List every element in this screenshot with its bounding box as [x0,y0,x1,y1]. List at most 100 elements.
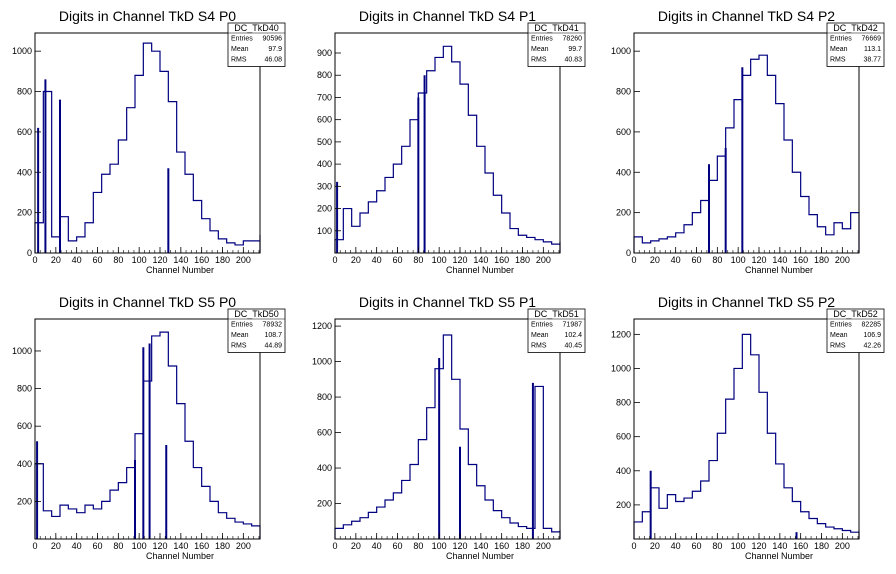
x-tick-label: 80 [113,255,123,265]
stats-box: DC_TkD42 Entries 76669 Mean 113.1 RMS 38.77 [826,22,885,67]
y-tick-label: 800 [616,398,631,408]
y-tick-label: 1000 [611,46,631,56]
stats-box-frame [227,308,286,353]
stats-value-entries: 82285 [862,322,882,329]
x-tick-label: 160 [494,541,509,551]
y-tick-label: 800 [317,70,332,80]
y-tick-label: 200 [616,500,631,510]
stats-label-rms: RMS [231,343,247,350]
stats-value-entries: 76669 [862,36,882,43]
stats-value-entries: 90596 [263,36,283,43]
x-tick-label: 20 [51,541,61,551]
histogram-panel-2: Digits in Channel TkD S4 P2 0 20 40 60 80 100 1… [611,8,885,275]
stats-name: DC_TkD42 [833,23,878,33]
x-tick-label: 80 [712,255,722,265]
x-tick-label: 140 [173,255,188,265]
y-tick-label: 400 [17,459,32,469]
stats-label-rms: RMS [830,57,846,64]
stats-box: DC_TkD50 Entries 78932 Mean 108.7 RMS 44.89 [227,308,286,353]
stats-label-mean: Mean [830,46,848,53]
y-tick-label: 600 [616,432,631,442]
stats-box-frame [527,22,586,67]
stats-value-rms: 38.77 [863,57,881,64]
x-axis-label: Channel Number [146,265,214,275]
x-tick-label: 180 [215,541,230,551]
stats-value-mean: 102.4 [564,332,582,339]
histogram-series-line [34,331,261,539]
x-tick-label: 120 [751,255,766,265]
y-tick-label: 500 [317,137,332,147]
stats-name: DC_TkD51 [534,309,579,319]
y-tick-label: 800 [616,87,631,97]
histogram-series-line [633,333,860,539]
x-tick-label: 140 [772,255,787,265]
x-tick-label: 200 [536,255,551,265]
x-tick-label: 100 [132,255,147,265]
stats-box-frame [227,22,286,67]
stats-value-rms: 42.26 [863,343,881,350]
x-tick-label: 120 [152,541,167,551]
stats-box: DC_TkD41 Entries 78260 Mean 99.7 RMS 40.83 [527,22,586,67]
x-tick-label: 60 [92,541,102,551]
stats-name: DC_TkD40 [234,23,279,33]
x-tick-label: 80 [413,255,423,265]
y-tick-label: 200 [17,496,32,506]
y-tick-label: 0 [27,248,32,258]
histogram-series-line [633,54,860,253]
plot-frame [633,32,860,254]
x-tick-label: 60 [691,541,701,551]
y-tick-label: 800 [317,392,332,402]
x-tick-label: 0 [32,541,37,551]
x-tick-label: 60 [92,255,102,265]
y-tick-label: 100 [317,226,332,236]
y-tick-label: 600 [317,428,332,438]
x-axis-label: Channel Number [745,551,813,561]
x-tick-label: 40 [72,541,82,551]
stats-name: DC_TkD41 [534,23,579,33]
chart-title: Digits in Channel TkD S4 P0 [59,8,236,24]
x-tick-label: 180 [814,255,829,265]
stats-value-rms: 40.45 [564,343,582,350]
y-tick-label: 600 [17,421,32,431]
stats-label-entries: Entries [531,36,553,43]
stats-label-entries: Entries [830,36,852,43]
x-tick-label: 80 [113,541,123,551]
x-tick-label: 160 [494,255,509,265]
chart-title: Digits in Channel TkD S5 P2 [658,294,835,310]
stats-box-frame [826,308,885,353]
stats-box: DC_TkD51 Entries 71987 Mean 102.4 RMS 40.45 [527,308,586,353]
y-tick-label: 200 [317,204,332,214]
histogram-panel-4: Digits in Channel TkD S5 P1 0 20 40 60 80 100 1… [312,294,586,561]
x-tick-label: 20 [351,255,361,265]
histogram-panel-1: Digits in Channel TkD S4 P1 0 20 40 60 80 100 1… [317,8,586,275]
x-tick-label: 160 [194,255,209,265]
stats-label-rms: RMS [531,57,547,64]
y-tick-label: 600 [317,115,332,125]
stats-label-rms: RMS [830,343,846,350]
stats-label-mean: Mean [231,46,249,53]
stats-label-entries: Entries [531,322,553,329]
x-tick-label: 0 [332,541,337,551]
plot-frame [334,32,561,254]
y-tick-label: 400 [317,159,332,169]
y-tick-label: 400 [17,167,32,177]
stats-box: DC_TkD40 Entries 90596 Mean 97.9 RMS 46.08 [227,22,286,67]
y-tick-label: 0 [626,248,631,258]
stats-label-entries: Entries [231,322,253,329]
y-tick-label: 600 [616,127,631,137]
x-tick-label: 180 [814,541,829,551]
y-tick-label: 300 [317,181,332,191]
stats-value-mean: 106.9 [863,332,881,339]
x-tick-label: 200 [536,541,551,551]
y-tick-label: 200 [17,208,32,218]
y-tick-label: 200 [616,208,631,218]
x-tick-label: 100 [432,255,447,265]
stats-box-frame [826,22,885,67]
y-tick-label: 400 [616,167,631,177]
x-tick-label: 100 [731,541,746,551]
x-tick-label: 0 [631,255,636,265]
y-tick-label: 400 [616,466,631,476]
x-tick-label: 100 [731,255,746,265]
x-tick-label: 180 [515,541,530,551]
